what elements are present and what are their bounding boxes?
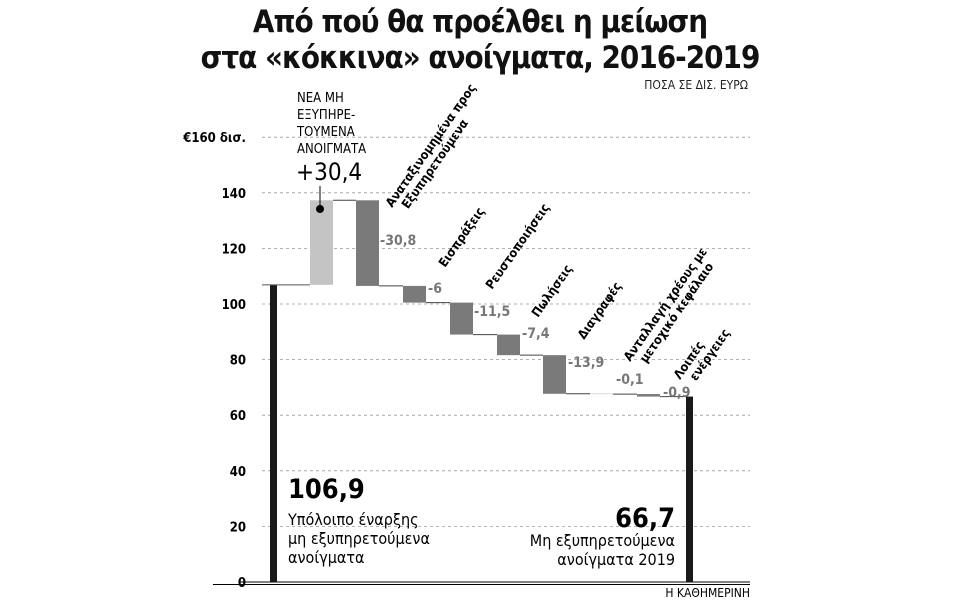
- step-value-label-1: -30,8: [380, 233, 416, 249]
- step-category-label-5: Διαγραφές: [574, 279, 624, 342]
- y-tick-label: 40: [230, 465, 246, 480]
- y-tick-label: 60: [230, 409, 246, 424]
- bar-3: [450, 302, 473, 335]
- y-tick-label: 100: [222, 298, 246, 313]
- step-value-label-5: -13,9: [568, 355, 604, 371]
- end-caption: ανοίγματα 2019: [557, 550, 675, 569]
- title-line-1: Από πού θα προέλθει η μείωση: [252, 4, 708, 40]
- step-value-label-2: -6: [428, 281, 442, 297]
- bar-4: [497, 334, 520, 356]
- y-tick-label: 140: [222, 187, 246, 202]
- step-category-label-4: Πωλήσεις: [528, 262, 575, 320]
- source-footer: Η ΚΑΘΗΜΕΡΙΝΗ: [213, 584, 750, 600]
- y-tick-label: 0: [238, 576, 246, 591]
- bar-start: [270, 284, 277, 582]
- chart-title: Από πού θα προέλθει η μείωση στα «κόκκινα…: [0, 4, 960, 76]
- start-value-label: 106,9: [288, 474, 365, 505]
- step-value-label-7: -0,9: [663, 385, 691, 401]
- step-category-label-1: Αναταξινομημένα προςΕξυπηρετούμενα: [382, 81, 490, 218]
- step-value-label-0: +30,4: [296, 158, 362, 186]
- bar-7: [637, 394, 660, 397]
- start-caption: μη εξυπηρετούμενα: [288, 529, 430, 548]
- y-tick-label: 120: [222, 242, 246, 257]
- step-value-label-6: -0,1: [616, 372, 644, 388]
- bar-end: [686, 396, 693, 582]
- end-value-label: 66,7: [615, 503, 675, 534]
- end-caption: Μη εξυπηρετούμενα: [530, 531, 675, 550]
- bar-0: [310, 200, 333, 285]
- step-category-label-7: Λοιπέςενέργειες: [670, 318, 732, 390]
- y-tick-label: €160 δισ.: [182, 131, 246, 146]
- step-category-label-2: Εισπράξεις: [435, 204, 487, 270]
- title-line-2: στα «κόκκινα» ανοίγματα, 2016-2019: [200, 40, 761, 76]
- bar-1: [356, 200, 379, 286]
- annotation-dot: [316, 205, 324, 213]
- start-caption: ανοίγματα: [288, 548, 365, 567]
- bar-2: [403, 285, 426, 303]
- y-tick-label: 80: [230, 354, 246, 369]
- bar-5: [543, 355, 566, 394]
- y-tick-label: 20: [230, 520, 246, 535]
- step-value-label-3: -11,5: [474, 304, 510, 320]
- step-category-label-3: Ρευστοποιήσεις: [482, 201, 552, 292]
- step-value-label-4: -7,4: [522, 326, 550, 342]
- chart-subtitle: ΠΟΣΑ ΣΕ ΔΙΣ. ΕΥΡΩ: [644, 78, 748, 92]
- start-caption: Υπόλοιπο έναρξης: [287, 510, 419, 529]
- step-category-label-0: ΝΕΑ ΜΗ ΕΞΥΠΗΡΕ-ΤΟΥΜΕΝΑ ΑΝΟΙΓΜΑΤΑ: [296, 91, 366, 157]
